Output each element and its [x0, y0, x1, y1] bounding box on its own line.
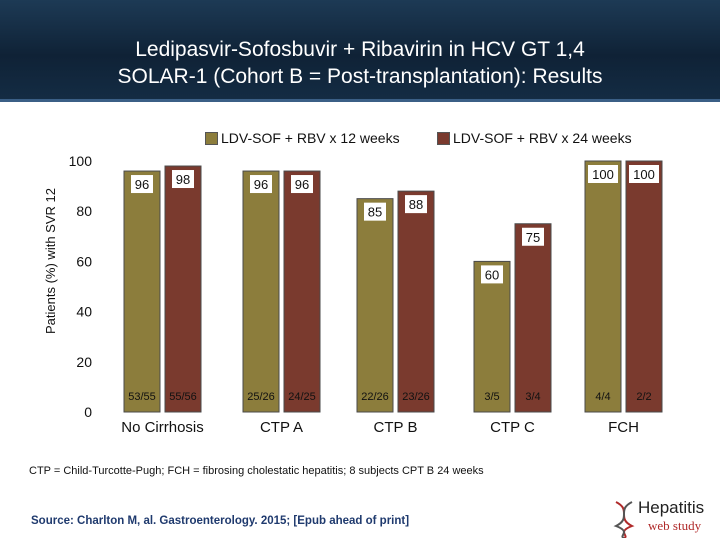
- bar-24wk: [625, 160, 663, 413]
- value-label: 75: [526, 230, 540, 245]
- bar-12wk: [584, 160, 622, 413]
- legend-swatch-24-weeks: [437, 131, 450, 145]
- hepatitis-logo: Hepatitis web study: [610, 496, 720, 540]
- category-label: FCH: [608, 419, 639, 436]
- bar-12wk: [356, 198, 394, 413]
- value-label: 85: [368, 205, 382, 220]
- fraction-label: 25/26: [247, 391, 275, 403]
- value-label: 98: [176, 172, 190, 187]
- value-label-box: [250, 175, 272, 194]
- value-label: 96: [254, 177, 268, 192]
- bar-24wk: [514, 223, 552, 413]
- value-label-box: [131, 175, 153, 194]
- header-divider: [0, 99, 720, 102]
- category-label: CTP C: [490, 419, 535, 436]
- slide-title: Ledipasvir-Sofosbuvir + Ribavirin in HCV…: [0, 36, 720, 90]
- value-label: 96: [135, 177, 149, 192]
- dna-helix-icon: [613, 501, 635, 538]
- legend-item-12-weeks: LDV-SOF + RBV x 12 weeks: [205, 130, 400, 146]
- value-label-box: [629, 165, 659, 183]
- y-tick-label: 80: [76, 203, 92, 219]
- y-tick-label: 60: [76, 253, 92, 269]
- value-label-box: [291, 175, 313, 194]
- value-label-box: [481, 265, 503, 284]
- fraction-label: 22/26: [361, 391, 389, 403]
- logo-name: Hepatitis: [638, 498, 705, 517]
- legend-label-12-weeks: LDV-SOF + RBV x 12 weeks: [221, 130, 400, 146]
- fraction-label: 3/5: [484, 391, 499, 403]
- value-label: 96: [295, 177, 309, 192]
- fraction-label: 55/56: [169, 391, 197, 403]
- y-tick-label: 0: [84, 404, 92, 420]
- bar-12wk: [473, 260, 511, 413]
- value-label: 60: [485, 267, 499, 282]
- title-line-1: Ledipasvir-Sofosbuvir + Ribavirin in HCV…: [135, 38, 585, 61]
- y-tick-label: 40: [76, 304, 92, 320]
- value-label-box: [522, 227, 544, 246]
- category-label: CTP A: [260, 419, 303, 436]
- fraction-label: 24/25: [288, 391, 316, 403]
- y-tick-label: 100: [69, 153, 93, 169]
- value-label: 100: [592, 167, 614, 182]
- category-label: No Cirrhosis: [121, 419, 204, 436]
- fraction-label: 2/2: [636, 391, 651, 403]
- fraction-label: 53/55: [128, 391, 156, 403]
- header-band: [0, 0, 720, 101]
- value-label-box: [364, 202, 386, 221]
- logo-subtitle: web study: [648, 518, 702, 533]
- fraction-label: 23/26: [402, 391, 430, 403]
- footnote: CTP = Child-Turcotte-Pugh; FCH = fibrosi…: [29, 465, 484, 477]
- title-line-2: SOLAR-1 (Cohort B = Post-transplantation…: [117, 65, 603, 88]
- legend-label-24-weeks: LDV-SOF + RBV x 24 weeks: [453, 130, 632, 146]
- y-tick-label: 20: [76, 354, 92, 370]
- value-label-box: [588, 165, 618, 183]
- bar-12wk: [123, 170, 161, 413]
- legend-item-24-weeks: LDV-SOF + RBV x 24 weeks: [437, 130, 632, 146]
- value-label: 88: [409, 197, 423, 212]
- fraction-label: 4/4: [595, 391, 610, 403]
- bar-24wk: [397, 190, 435, 413]
- source-citation: Source: Charlton M, al. Gastroenterology…: [31, 515, 410, 527]
- fraction-label: 3/4: [525, 391, 540, 403]
- bar-24wk: [164, 165, 202, 413]
- value-label: 100: [633, 167, 655, 182]
- category-label: CTP B: [374, 419, 418, 436]
- legend-swatch-12-weeks: [205, 131, 218, 145]
- bar-12wk: [242, 170, 280, 413]
- value-label-box: [405, 195, 427, 214]
- bar-24wk: [283, 170, 321, 413]
- value-label-box: [172, 170, 194, 189]
